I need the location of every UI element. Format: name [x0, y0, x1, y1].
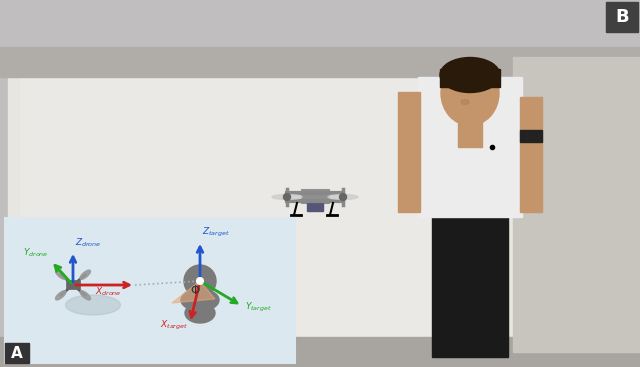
Polygon shape — [172, 281, 215, 303]
Ellipse shape — [441, 61, 499, 126]
Ellipse shape — [461, 99, 469, 105]
Bar — [20, 77, 500, 347]
Circle shape — [184, 265, 216, 297]
Bar — [307, 201, 323, 211]
Ellipse shape — [65, 295, 120, 315]
Bar — [8, 57, 513, 352]
Bar — [520, 130, 542, 142]
Circle shape — [339, 193, 346, 200]
Text: A: A — [11, 345, 23, 360]
Bar — [0, 47, 640, 77]
Text: $X_{drone}$: $X_{drone}$ — [95, 285, 122, 298]
Bar — [460, 109, 480, 137]
Bar — [606, 2, 638, 32]
Ellipse shape — [272, 195, 302, 200]
Ellipse shape — [181, 289, 219, 311]
Ellipse shape — [328, 195, 358, 200]
Bar — [398, 92, 420, 212]
Bar — [458, 122, 482, 147]
Ellipse shape — [80, 270, 90, 279]
Ellipse shape — [56, 270, 66, 279]
Bar — [432, 197, 508, 357]
Ellipse shape — [440, 58, 500, 92]
Bar — [418, 77, 522, 217]
Bar — [301, 189, 329, 203]
Bar — [440, 69, 500, 87]
Bar — [520, 97, 542, 212]
Text: $Y_{target}$: $Y_{target}$ — [245, 301, 272, 313]
Text: $Z_{drone}$: $Z_{drone}$ — [75, 236, 102, 249]
Text: $\Phi$: $\Phi$ — [189, 283, 200, 297]
Circle shape — [284, 193, 291, 200]
Text: $Z_{target}$: $Z_{target}$ — [202, 226, 230, 239]
Bar — [66, 280, 80, 289]
Bar — [0, 337, 640, 367]
Text: B: B — [615, 8, 629, 26]
Circle shape — [196, 277, 204, 284]
Bar — [513, 57, 640, 352]
Bar — [5, 218, 295, 363]
Ellipse shape — [56, 291, 66, 300]
Bar — [5, 343, 29, 363]
Text: $X_{target}$: $X_{target}$ — [160, 319, 188, 333]
Text: $Y_{drone}$: $Y_{drone}$ — [24, 247, 49, 259]
Ellipse shape — [80, 291, 90, 300]
Ellipse shape — [185, 303, 215, 323]
